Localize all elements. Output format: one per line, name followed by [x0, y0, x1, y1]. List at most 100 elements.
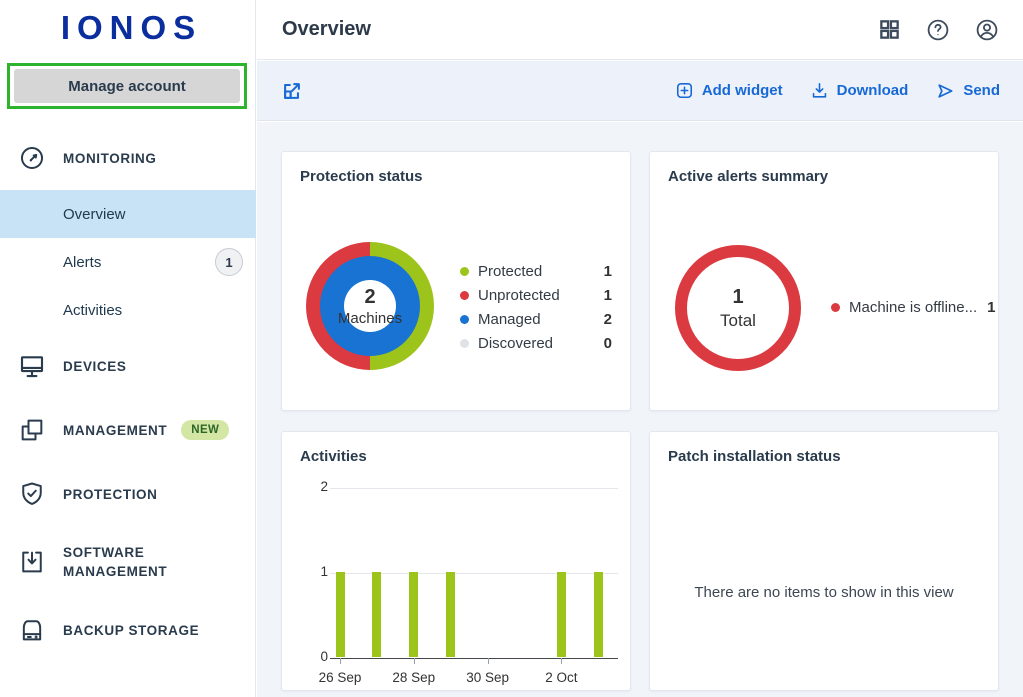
activities-widget: Activities 0 1 2 26 Sep 28 Sep 30 Sep 2 Oct — [281, 431, 631, 691]
x-tick-label: 28 Sep — [392, 670, 436, 685]
software-install-icon — [17, 547, 47, 577]
legend-label: Machine is offline... — [849, 299, 978, 316]
activity-bar — [372, 572, 382, 657]
alerts-legend: Machine is offline... 1 — [831, 299, 995, 316]
widget-title: Patch installation status — [668, 448, 841, 465]
sidebar-item-label: MANAGEMENT — [63, 422, 168, 438]
sidebar-item-label: MONITORING — [63, 150, 157, 166]
legend-value: 1 — [603, 286, 612, 304]
legend-label: Managed — [478, 310, 541, 328]
legend-row: Protected 1 — [460, 259, 612, 283]
legend-row: Managed 2 — [460, 307, 612, 331]
sidebar-item-activities[interactable]: Activities — [0, 286, 256, 334]
sidebar-item-label: BACKUP STORAGE — [63, 622, 200, 638]
new-badge: NEW — [181, 420, 230, 440]
sidebar-item-devices[interactable]: DEVICES — [0, 346, 256, 386]
sidebar-item-label: Activities — [63, 301, 123, 319]
alerts-total-count: 1 — [732, 285, 744, 308]
sidebar-item-overview[interactable]: Overview — [0, 190, 256, 238]
legend-label: Protected — [478, 262, 543, 280]
x-tick — [413, 658, 415, 664]
alert-dot-icon — [831, 303, 840, 312]
protection-legend: Protected 1 Unprotected 1 Managed 2 Disc… — [460, 259, 612, 355]
gauge-icon — [17, 143, 47, 173]
alerts-donut-chart: 1 Total — [675, 245, 801, 371]
activity-bar — [446, 572, 456, 657]
sidebar-item-label: Alerts — [63, 253, 102, 271]
activity-bar — [556, 572, 566, 657]
x-axis-line — [330, 658, 618, 659]
widget-title: Protection status — [300, 168, 423, 185]
sidebar-item-alerts[interactable]: Alerts 1 — [0, 238, 256, 286]
legend-label: Unprotected — [478, 286, 560, 304]
sidebar-item-monitoring[interactable]: MONITORING — [0, 138, 256, 178]
monitor-icon — [17, 351, 47, 381]
add-widget-icon — [675, 81, 694, 100]
legend-value: 1 — [987, 299, 996, 316]
top-header: Overview — [257, 0, 1023, 60]
add-widget-label: Add widget — [701, 82, 783, 99]
activity-bar — [409, 572, 419, 657]
legend-value: 1 — [603, 262, 612, 280]
sidebar-item-label: PROTECTION — [63, 486, 158, 502]
widget-title: Active alerts summary — [668, 168, 829, 185]
sidebar-item-management[interactable]: MANAGEMENT NEW — [0, 410, 256, 450]
apps-grid-icon[interactable] — [877, 18, 901, 42]
activity-bar — [335, 572, 345, 657]
account-icon[interactable] — [975, 18, 999, 42]
sidebar-item-protection[interactable]: PROTECTION — [0, 474, 256, 514]
help-icon[interactable] — [926, 18, 950, 42]
shield-check-icon — [17, 479, 47, 509]
download-icon — [810, 81, 829, 100]
widget-title: Activities — [300, 448, 367, 465]
add-widget-button[interactable]: Add widget — [675, 81, 783, 100]
y-tick-label: 2 — [320, 479, 328, 494]
send-label: Send — [963, 82, 1000, 99]
ionos-logo: IONOS — [60, 9, 203, 46]
y-tick-label: 1 — [320, 564, 328, 579]
active-alerts-widget: Active alerts summary 1 Total Machine is… — [649, 151, 999, 411]
gridline — [330, 573, 618, 574]
x-tick — [340, 658, 341, 664]
sidebar-item-backup-storage[interactable]: BACKUP STORAGE — [0, 610, 256, 650]
patch-status-widget: Patch installation status There are no i… — [649, 431, 999, 691]
download-label: Download — [836, 82, 909, 99]
protection-status-widget: Protection status 2 Machines Protected 1… — [281, 151, 631, 411]
x-tick — [487, 658, 489, 664]
unprotected-dot-icon — [460, 290, 469, 300]
sidebar: IONOS Manage account MONITORING Overview… — [0, 0, 256, 697]
activity-bar — [593, 572, 603, 657]
sidebar-item-software-management[interactable]: SOFTWARE MANAGEMENT — [0, 528, 256, 596]
alerts-total-label: Total — [720, 310, 756, 330]
discovered-dot-icon — [460, 338, 469, 348]
sidebar-item-label: Overview — [63, 205, 126, 223]
manage-account-button[interactable]: Manage account — [14, 69, 240, 103]
storage-drive-icon — [17, 615, 47, 645]
x-tick-label: 26 Sep — [318, 670, 362, 685]
legend-label: Discovered — [478, 334, 554, 352]
x-tick — [561, 658, 563, 664]
send-icon — [935, 81, 955, 101]
legend-row: Unprotected 1 — [460, 283, 612, 307]
legend-value: 0 — [603, 334, 612, 352]
gridline — [330, 488, 618, 489]
x-tick-label: 2 Oct — [545, 670, 578, 685]
expand-icon[interactable] — [281, 80, 303, 102]
alerts-count-badge: 1 — [215, 248, 243, 276]
download-button[interactable]: Download — [810, 81, 909, 100]
legend-row: Discovered 0 — [460, 331, 612, 355]
send-button[interactable]: Send — [935, 81, 1000, 101]
activities-plot: 0 1 2 26 Sep 28 Sep 30 Sep 2 Oct — [319, 479, 618, 685]
managed-dot-icon — [460, 314, 469, 324]
sidebar-item-label: SOFTWARE MANAGEMENT — [63, 545, 168, 579]
legend-value: 2 — [603, 310, 612, 328]
overlapping-squares-icon — [17, 415, 47, 445]
dashboard-content: Protection status 2 Machines Protected 1… — [257, 122, 1023, 697]
machines-label: Machines — [337, 309, 403, 327]
x-tick-label: 30 Sep — [466, 670, 509, 685]
widgets-toolbar: Add widget Download Send — [257, 61, 1023, 121]
sidebar-item-label: DEVICES — [63, 358, 127, 374]
annotation-highlight: Manage account — [7, 63, 247, 109]
y-tick-label: 0 — [320, 649, 328, 664]
protected-dot-icon — [460, 266, 469, 276]
